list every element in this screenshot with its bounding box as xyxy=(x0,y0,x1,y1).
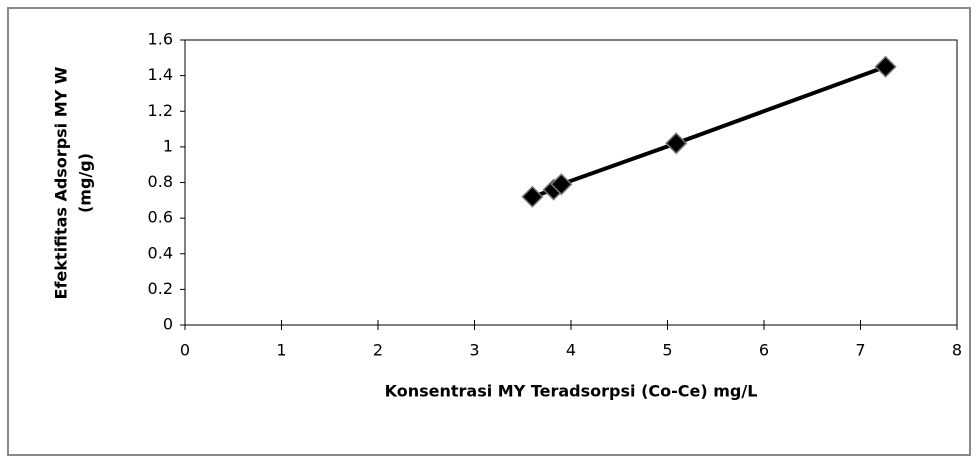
marker xyxy=(874,55,897,78)
x-tick-label: 5 xyxy=(662,341,672,360)
x-tick-label: 0 xyxy=(180,341,190,360)
y-tick-label: 0.4 xyxy=(148,243,173,262)
y-axis-label: (mg/g) xyxy=(76,153,95,213)
x-tick-label: 4 xyxy=(566,341,576,360)
x-tick-label: 7 xyxy=(855,341,865,360)
y-tick-label: 1.2 xyxy=(148,101,173,120)
marker xyxy=(521,185,544,208)
y-tick-label: 0.2 xyxy=(148,279,173,298)
marker xyxy=(665,132,688,155)
x-tick-label: 1 xyxy=(276,341,286,360)
y-tick-label: 1.4 xyxy=(148,65,173,84)
x-tick-label: 3 xyxy=(469,341,479,360)
x-tick-label: 6 xyxy=(759,341,769,360)
y-tick-label: 1 xyxy=(163,136,173,155)
y-tick-label: 0.8 xyxy=(148,172,173,191)
y-tick-label: 0.6 xyxy=(148,208,173,227)
chart-border xyxy=(7,7,971,456)
y-axis-label: Efektifitas Adsorpsi MY W xyxy=(52,66,71,299)
x-tick-label: 2 xyxy=(373,341,383,360)
x-axis-label: Konsentrasi MY Teradsorpsi (Co-Ce) mg/L xyxy=(385,382,758,401)
y-tick-label: 1.6 xyxy=(148,30,173,49)
x-tick-label: 8 xyxy=(952,341,962,360)
y-tick-label: 0 xyxy=(163,315,173,334)
marker xyxy=(550,173,573,196)
